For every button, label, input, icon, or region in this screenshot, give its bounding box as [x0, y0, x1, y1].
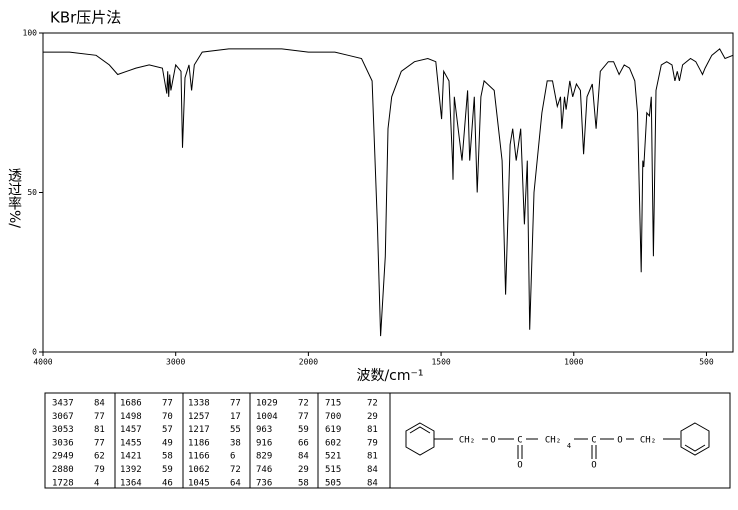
peak-table-cell: 1166: [188, 452, 210, 462]
x-tick-label: 1000: [564, 358, 583, 367]
structure-label: C: [517, 436, 522, 446]
peak-table-cell: 521: [325, 452, 341, 462]
peak-table-cell: 6: [230, 452, 235, 462]
structure-label: O: [490, 436, 495, 446]
chart-title: KBr压片法: [50, 9, 121, 27]
peak-table-cell: 1217: [188, 425, 210, 435]
x-tick-label: 500: [699, 358, 714, 367]
peak-table-cell: 3067: [52, 412, 74, 422]
peak-table-cell: 619: [325, 425, 341, 435]
peak-table-cell: 77: [94, 412, 105, 422]
peak-table-cell: 736: [256, 478, 272, 488]
peak-table-cell: 1455: [120, 438, 142, 448]
peak-table-cell: 58: [162, 452, 173, 462]
peak-table-cell: 2949: [52, 452, 74, 462]
peak-table-cell: 1364: [120, 478, 142, 488]
peak-table-cell: 62: [94, 452, 105, 462]
structure-label: O: [617, 436, 622, 446]
peak-table-cell: 17: [230, 412, 241, 422]
peak-table-cell: 715: [325, 399, 341, 409]
peak-table-cell: 1498: [120, 412, 142, 422]
peak-table-cell: 84: [367, 465, 378, 475]
peak-table-cell: 66: [298, 438, 309, 448]
peak-table-cell: 4: [94, 478, 99, 488]
peak-table-cell: 81: [94, 425, 105, 435]
peak-table-cell: 84: [367, 478, 378, 488]
peak-table-cell: 700: [325, 412, 341, 422]
peak-table-cell: 77: [230, 399, 241, 409]
structure-label: 4: [567, 442, 571, 450]
peak-table-cell: 59: [162, 465, 173, 475]
peak-table-cell: 77: [94, 438, 105, 448]
y-axis-label: 透过率%/: [6, 168, 22, 228]
peak-table-cell: 1421: [120, 452, 142, 462]
peak-table-cell: 72: [230, 465, 241, 475]
y-tick-label: 50: [27, 188, 37, 197]
table-dividers: [114, 393, 391, 488]
peak-table-cell: 58: [298, 478, 309, 488]
plot-frame: [42, 32, 734, 353]
structure-label: CH₂: [545, 436, 561, 446]
peak-table-cell: 59: [298, 425, 309, 435]
peak-table-cell: 1062: [188, 465, 210, 475]
peak-table-cell: 84: [298, 452, 309, 462]
peak-table-cell: 72: [298, 399, 309, 409]
peak-table-cell: 70: [162, 412, 173, 422]
peak-table-cell: 38: [230, 438, 241, 448]
peak-table-cell: 64: [230, 478, 241, 488]
spectrum-line: [43, 48, 734, 337]
peak-table-cell: 963: [256, 425, 272, 435]
table-frame: [44, 392, 731, 489]
structure-label: CH₂: [640, 436, 656, 446]
peak-table-cell: 1686: [120, 399, 142, 409]
peak-table-cell: 77: [298, 412, 309, 422]
y-tick-label: 0: [32, 348, 37, 357]
peak-table-cell: 1392: [120, 465, 142, 475]
structure: [405, 422, 710, 459]
x-tick-label: 4000: [33, 358, 52, 367]
peak-table-cell: 916: [256, 438, 272, 448]
peak-table-cell: 3437: [52, 399, 74, 409]
y-tick-label: 100: [23, 29, 38, 38]
peak-table-cell: 72: [367, 399, 378, 409]
peak-table-cell: 1186: [188, 438, 210, 448]
peak-table-cell: 29: [367, 412, 378, 422]
peak-table-cell: 46: [162, 478, 173, 488]
peak-table-cell: 1004: [256, 412, 278, 422]
peak-table-cell: 79: [94, 465, 105, 475]
x-tick-label: 3000: [166, 358, 185, 367]
peak-table-cell: 49: [162, 438, 173, 448]
peak-table-cell: 1457: [120, 425, 142, 435]
peak-table-cell: 1257: [188, 412, 210, 422]
structure-label: C: [591, 436, 596, 446]
peak-table-cell: 81: [367, 425, 378, 435]
peak-table-cell: 1029: [256, 399, 278, 409]
peak-table-cell: 1728: [52, 478, 74, 488]
peak-table-cell: 81: [367, 452, 378, 462]
peak-table-cell: 79: [367, 438, 378, 448]
peak-table-cell: 3036: [52, 438, 74, 448]
peak-table-cell: 602: [325, 438, 341, 448]
peak-table-cell: 55: [230, 425, 241, 435]
peak-table-cell: 29: [298, 465, 309, 475]
peak-table-cell: 515: [325, 465, 341, 475]
peak-table-cell: 1045: [188, 478, 210, 488]
peak-table-cell: 1338: [188, 399, 210, 409]
x-tick-label: 1500: [431, 358, 450, 367]
peak-table-cell: 746: [256, 465, 272, 475]
peak-table-cell: 57: [162, 425, 173, 435]
peak-table-cell: 3053: [52, 425, 74, 435]
peak-table-cell: 505: [325, 478, 341, 488]
structure-label: O: [517, 461, 522, 471]
x-tick-label: 2000: [299, 358, 318, 367]
peak-table-cell: 77: [162, 399, 173, 409]
peak-table-cell: 84: [94, 399, 105, 409]
structure-label: CH₂: [459, 436, 475, 446]
peak-table-cell: 2880: [52, 465, 74, 475]
x-axis-label: 波数/cm⁻¹: [356, 368, 423, 384]
peak-table-cell: 829: [256, 452, 272, 462]
structure-label: O: [591, 461, 596, 471]
